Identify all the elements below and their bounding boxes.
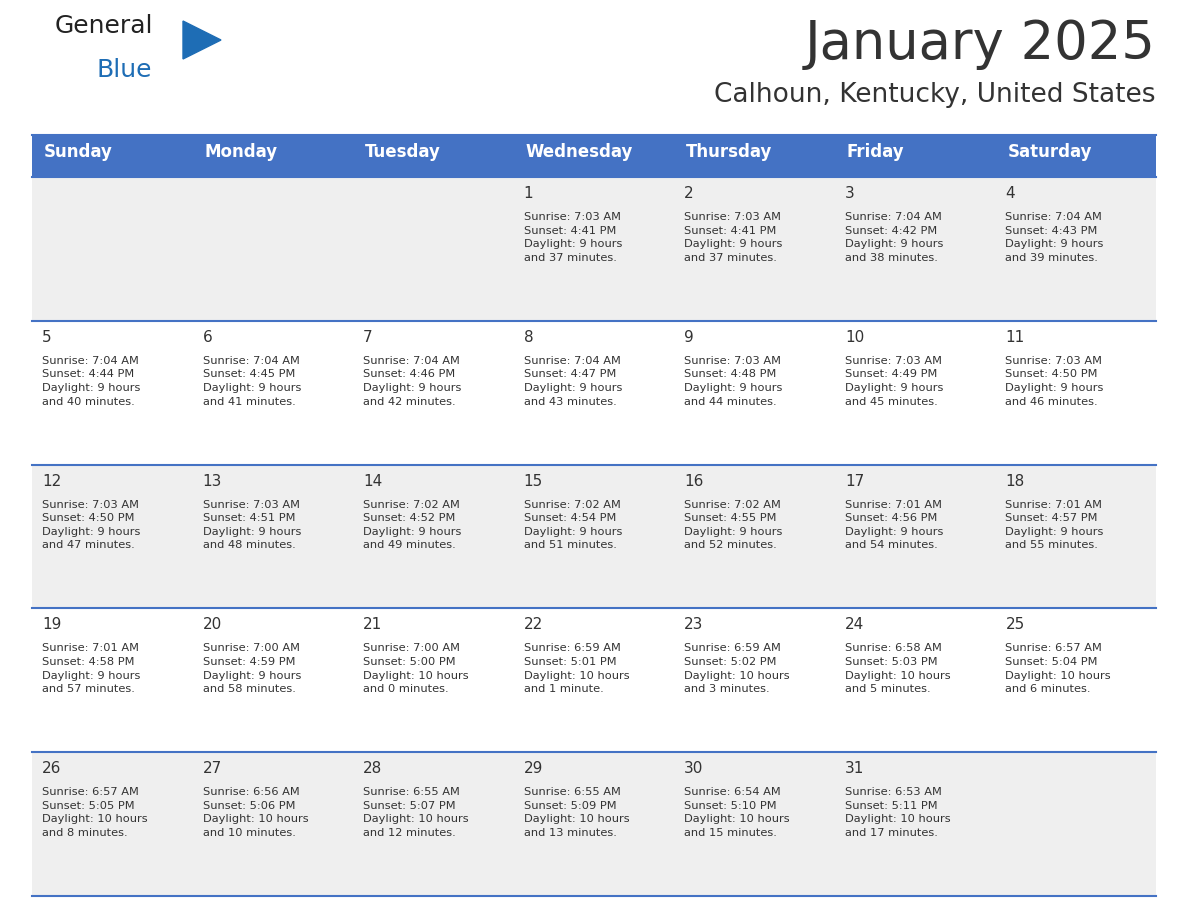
Text: 11: 11	[1005, 330, 1025, 345]
Text: Sunrise: 6:53 AM
Sunset: 5:11 PM
Daylight: 10 hours
and 17 minutes.: Sunrise: 6:53 AM Sunset: 5:11 PM Dayligh…	[845, 788, 950, 838]
Text: 30: 30	[684, 761, 703, 777]
Text: 29: 29	[524, 761, 543, 777]
Text: 15: 15	[524, 474, 543, 488]
Text: Thursday: Thursday	[687, 143, 772, 161]
Text: 12: 12	[42, 474, 62, 488]
Text: 21: 21	[364, 618, 383, 633]
Text: 13: 13	[203, 474, 222, 488]
Bar	[32, 609, 1156, 752]
Text: 18: 18	[1005, 474, 1025, 488]
Text: General: General	[55, 14, 153, 38]
Text: 4: 4	[1005, 186, 1015, 201]
Text: Monday: Monday	[204, 143, 278, 161]
Text: 5: 5	[42, 330, 51, 345]
Text: Sunday: Sunday	[44, 143, 113, 161]
Text: 27: 27	[203, 761, 222, 777]
Text: 31: 31	[845, 761, 864, 777]
Text: 17: 17	[845, 474, 864, 488]
Text: Sunrise: 6:57 AM
Sunset: 5:04 PM
Daylight: 10 hours
and 6 minutes.: Sunrise: 6:57 AM Sunset: 5:04 PM Dayligh…	[1005, 644, 1111, 694]
Text: Sunrise: 7:01 AM
Sunset: 4:58 PM
Daylight: 9 hours
and 57 minutes.: Sunrise: 7:01 AM Sunset: 4:58 PM Dayligh…	[42, 644, 140, 694]
Text: Blue: Blue	[97, 58, 152, 82]
Text: 1: 1	[524, 186, 533, 201]
Text: Friday: Friday	[847, 143, 904, 161]
Text: 22: 22	[524, 618, 543, 633]
Text: 14: 14	[364, 474, 383, 488]
Text: Sunrise: 7:01 AM
Sunset: 4:56 PM
Daylight: 9 hours
and 54 minutes.: Sunrise: 7:01 AM Sunset: 4:56 PM Dayligh…	[845, 499, 943, 551]
Text: Sunrise: 6:58 AM
Sunset: 5:03 PM
Daylight: 10 hours
and 5 minutes.: Sunrise: 6:58 AM Sunset: 5:03 PM Dayligh…	[845, 644, 950, 694]
Text: 10: 10	[845, 330, 864, 345]
Text: Sunrise: 6:54 AM
Sunset: 5:10 PM
Daylight: 10 hours
and 15 minutes.: Sunrise: 6:54 AM Sunset: 5:10 PM Dayligh…	[684, 788, 790, 838]
Text: 19: 19	[42, 618, 62, 633]
Bar	[32, 177, 1156, 320]
Text: Sunrise: 7:03 AM
Sunset: 4:51 PM
Daylight: 9 hours
and 48 minutes.: Sunrise: 7:03 AM Sunset: 4:51 PM Dayligh…	[203, 499, 301, 551]
Text: Sunrise: 7:00 AM
Sunset: 5:00 PM
Daylight: 10 hours
and 0 minutes.: Sunrise: 7:00 AM Sunset: 5:00 PM Dayligh…	[364, 644, 469, 694]
Text: 24: 24	[845, 618, 864, 633]
Polygon shape	[183, 21, 221, 59]
Text: Sunrise: 6:56 AM
Sunset: 5:06 PM
Daylight: 10 hours
and 10 minutes.: Sunrise: 6:56 AM Sunset: 5:06 PM Dayligh…	[203, 788, 308, 838]
Bar	[32, 465, 1156, 609]
Text: Sunrise: 7:04 AM
Sunset: 4:44 PM
Daylight: 9 hours
and 40 minutes.: Sunrise: 7:04 AM Sunset: 4:44 PM Dayligh…	[42, 356, 140, 407]
Text: 7: 7	[364, 330, 373, 345]
Text: Sunrise: 6:57 AM
Sunset: 5:05 PM
Daylight: 10 hours
and 8 minutes.: Sunrise: 6:57 AM Sunset: 5:05 PM Dayligh…	[42, 788, 147, 838]
Text: Sunrise: 6:59 AM
Sunset: 5:02 PM
Daylight: 10 hours
and 3 minutes.: Sunrise: 6:59 AM Sunset: 5:02 PM Dayligh…	[684, 644, 790, 694]
Text: Sunrise: 7:04 AM
Sunset: 4:43 PM
Daylight: 9 hours
and 39 minutes.: Sunrise: 7:04 AM Sunset: 4:43 PM Dayligh…	[1005, 212, 1104, 263]
Text: Sunrise: 6:55 AM
Sunset: 5:09 PM
Daylight: 10 hours
and 13 minutes.: Sunrise: 6:55 AM Sunset: 5:09 PM Dayligh…	[524, 788, 630, 838]
Text: Calhoun, Kentucky, United States: Calhoun, Kentucky, United States	[714, 82, 1156, 108]
Text: Sunrise: 7:04 AM
Sunset: 4:47 PM
Daylight: 9 hours
and 43 minutes.: Sunrise: 7:04 AM Sunset: 4:47 PM Dayligh…	[524, 356, 623, 407]
Text: Sunrise: 7:04 AM
Sunset: 4:42 PM
Daylight: 9 hours
and 38 minutes.: Sunrise: 7:04 AM Sunset: 4:42 PM Dayligh…	[845, 212, 943, 263]
Text: 28: 28	[364, 761, 383, 777]
Text: Sunrise: 7:02 AM
Sunset: 4:52 PM
Daylight: 9 hours
and 49 minutes.: Sunrise: 7:02 AM Sunset: 4:52 PM Dayligh…	[364, 499, 461, 551]
Text: 25: 25	[1005, 618, 1025, 633]
Text: Sunrise: 7:02 AM
Sunset: 4:55 PM
Daylight: 9 hours
and 52 minutes.: Sunrise: 7:02 AM Sunset: 4:55 PM Dayligh…	[684, 499, 783, 551]
Text: Sunrise: 6:55 AM
Sunset: 5:07 PM
Daylight: 10 hours
and 12 minutes.: Sunrise: 6:55 AM Sunset: 5:07 PM Dayligh…	[364, 788, 469, 838]
Text: 2: 2	[684, 186, 694, 201]
Text: Sunrise: 7:03 AM
Sunset: 4:49 PM
Daylight: 9 hours
and 45 minutes.: Sunrise: 7:03 AM Sunset: 4:49 PM Dayligh…	[845, 356, 943, 407]
Text: Sunrise: 7:03 AM
Sunset: 4:50 PM
Daylight: 9 hours
and 46 minutes.: Sunrise: 7:03 AM Sunset: 4:50 PM Dayligh…	[1005, 356, 1104, 407]
Text: 23: 23	[684, 618, 703, 633]
Text: Sunrise: 6:59 AM
Sunset: 5:01 PM
Daylight: 10 hours
and 1 minute.: Sunrise: 6:59 AM Sunset: 5:01 PM Dayligh…	[524, 644, 630, 694]
Text: 3: 3	[845, 186, 854, 201]
Text: Sunrise: 7:04 AM
Sunset: 4:46 PM
Daylight: 9 hours
and 42 minutes.: Sunrise: 7:04 AM Sunset: 4:46 PM Dayligh…	[364, 356, 461, 407]
Text: Sunrise: 7:03 AM
Sunset: 4:41 PM
Daylight: 9 hours
and 37 minutes.: Sunrise: 7:03 AM Sunset: 4:41 PM Dayligh…	[524, 212, 623, 263]
Text: 8: 8	[524, 330, 533, 345]
Bar	[32, 135, 1156, 177]
Text: 20: 20	[203, 618, 222, 633]
Bar	[32, 752, 1156, 896]
Text: Sunrise: 7:01 AM
Sunset: 4:57 PM
Daylight: 9 hours
and 55 minutes.: Sunrise: 7:01 AM Sunset: 4:57 PM Dayligh…	[1005, 499, 1104, 551]
Text: Tuesday: Tuesday	[365, 143, 441, 161]
Text: Sunrise: 7:00 AM
Sunset: 4:59 PM
Daylight: 9 hours
and 58 minutes.: Sunrise: 7:00 AM Sunset: 4:59 PM Dayligh…	[203, 644, 301, 694]
Bar	[32, 320, 1156, 465]
Text: 26: 26	[42, 761, 62, 777]
Text: 16: 16	[684, 474, 703, 488]
Text: January 2025: January 2025	[805, 18, 1156, 70]
Text: 9: 9	[684, 330, 694, 345]
Text: Sunrise: 7:03 AM
Sunset: 4:50 PM
Daylight: 9 hours
and 47 minutes.: Sunrise: 7:03 AM Sunset: 4:50 PM Dayligh…	[42, 499, 140, 551]
Text: Saturday: Saturday	[1007, 143, 1092, 161]
Text: 6: 6	[203, 330, 213, 345]
Text: Wednesday: Wednesday	[526, 143, 633, 161]
Text: Sunrise: 7:02 AM
Sunset: 4:54 PM
Daylight: 9 hours
and 51 minutes.: Sunrise: 7:02 AM Sunset: 4:54 PM Dayligh…	[524, 499, 623, 551]
Text: Sunrise: 7:03 AM
Sunset: 4:48 PM
Daylight: 9 hours
and 44 minutes.: Sunrise: 7:03 AM Sunset: 4:48 PM Dayligh…	[684, 356, 783, 407]
Text: Sunrise: 7:03 AM
Sunset: 4:41 PM
Daylight: 9 hours
and 37 minutes.: Sunrise: 7:03 AM Sunset: 4:41 PM Dayligh…	[684, 212, 783, 263]
Text: Sunrise: 7:04 AM
Sunset: 4:45 PM
Daylight: 9 hours
and 41 minutes.: Sunrise: 7:04 AM Sunset: 4:45 PM Dayligh…	[203, 356, 301, 407]
